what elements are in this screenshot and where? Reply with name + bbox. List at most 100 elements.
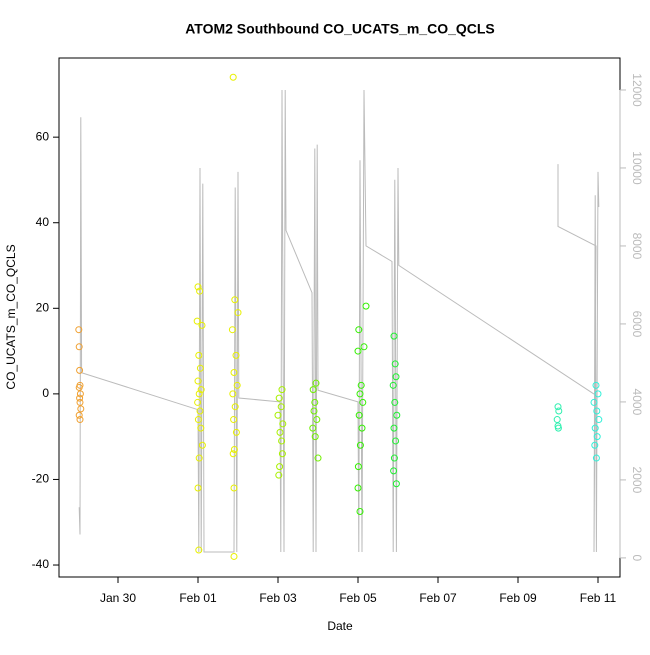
point — [77, 405, 85, 413]
point — [360, 343, 368, 351]
point — [357, 381, 365, 389]
altitude-line — [78, 89, 595, 553]
point — [354, 463, 362, 471]
point — [389, 381, 397, 389]
point — [311, 398, 319, 406]
point — [229, 390, 237, 398]
point — [195, 546, 203, 554]
point — [391, 360, 399, 368]
point — [232, 428, 240, 436]
point — [595, 416, 603, 424]
y2-tick-label: 0 — [630, 555, 644, 562]
point — [356, 390, 364, 398]
y-tick-label: -40 — [32, 557, 50, 571]
point — [390, 332, 398, 340]
x-tick-label: Feb 11 — [580, 591, 617, 605]
point — [391, 398, 399, 406]
point — [230, 445, 238, 453]
point — [75, 411, 83, 419]
y2-tick-label: 12000 — [630, 73, 644, 107]
x-tick-label: Feb 07 — [419, 591, 457, 605]
point — [309, 424, 317, 432]
point — [231, 296, 239, 304]
plot-frame — [58, 57, 621, 578]
point — [196, 407, 204, 415]
point — [310, 407, 318, 415]
chart-title: ATOM2 Southbound CO_UCATS_m_CO_QCLS — [185, 21, 495, 37]
point — [196, 364, 204, 372]
x-tick-label: Feb 01 — [179, 591, 217, 605]
point — [277, 403, 285, 411]
point — [195, 390, 203, 398]
point — [354, 484, 362, 492]
point — [311, 433, 319, 441]
point — [390, 424, 398, 432]
point — [233, 381, 241, 389]
point — [234, 309, 242, 317]
y2-tick-label: 8000 — [630, 233, 644, 260]
point — [553, 416, 561, 424]
point — [195, 351, 203, 359]
point — [594, 390, 602, 398]
y2-tick-label: 2000 — [630, 467, 644, 494]
x-tick-label: Feb 03 — [259, 591, 297, 605]
point — [354, 347, 362, 355]
point — [278, 450, 286, 458]
point — [75, 383, 83, 391]
point — [554, 424, 562, 432]
x-tick-label: Feb 09 — [499, 591, 537, 605]
point — [194, 484, 202, 492]
point — [230, 416, 238, 424]
y-tick-label: 60 — [36, 129, 50, 143]
point — [76, 366, 84, 374]
altitude-line — [557, 164, 600, 553]
point — [590, 398, 598, 406]
point — [359, 398, 367, 406]
x-tick-label: Feb 05 — [339, 591, 377, 605]
point — [276, 428, 284, 436]
point — [390, 467, 398, 475]
point — [592, 381, 600, 389]
point — [75, 343, 83, 351]
point — [362, 302, 370, 310]
point — [228, 326, 236, 334]
point — [76, 390, 84, 398]
point — [195, 454, 203, 462]
point — [275, 471, 283, 479]
point — [198, 321, 206, 329]
y-tick-label: -20 — [32, 472, 50, 486]
point — [355, 411, 363, 419]
point — [76, 416, 84, 424]
y2-tick-label: 6000 — [630, 311, 644, 338]
point — [198, 441, 206, 449]
point — [392, 373, 400, 381]
point — [229, 450, 237, 458]
point — [196, 287, 204, 295]
point — [230, 552, 238, 560]
point — [232, 351, 240, 359]
point — [194, 283, 202, 291]
x-tick-label: Jan 30 — [100, 591, 136, 605]
point — [392, 437, 400, 445]
y-tick-label: 20 — [36, 300, 50, 314]
point — [278, 437, 286, 445]
point — [194, 398, 202, 406]
point — [230, 368, 238, 376]
point — [393, 411, 401, 419]
point — [355, 326, 363, 334]
point — [275, 394, 283, 402]
point — [390, 454, 398, 462]
point — [592, 454, 600, 462]
point — [554, 403, 562, 411]
point — [229, 73, 237, 81]
y-tick-label: 0 — [42, 386, 49, 400]
point — [231, 403, 239, 411]
point — [312, 379, 320, 387]
point — [197, 386, 205, 394]
point — [309, 386, 317, 394]
point — [197, 424, 205, 432]
point — [278, 386, 286, 394]
point — [593, 407, 601, 415]
y-tick-label: 40 — [36, 215, 50, 229]
point — [356, 441, 364, 449]
